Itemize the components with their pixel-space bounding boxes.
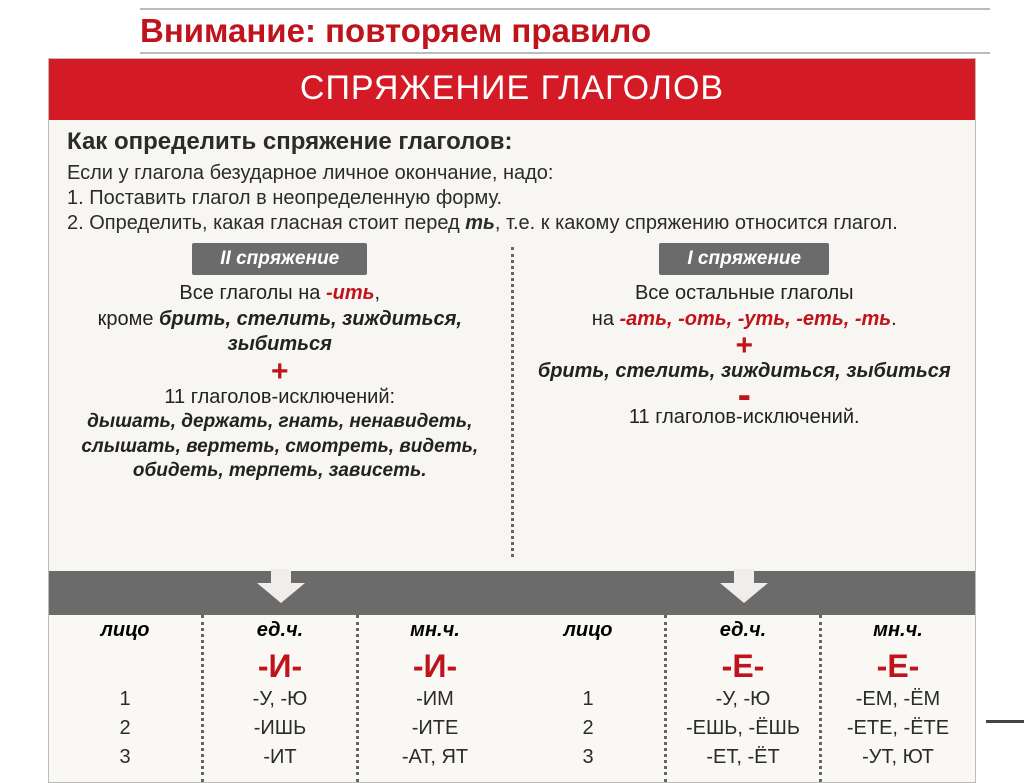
col-sg-r: ед.ч. -Е- -У, -Ю -ЕШЬ, -ЁШЬ -ЕТ, -ЁТ (667, 615, 822, 782)
row3: 3 (49, 743, 201, 772)
intro: Как определить спряжение глаголов: Если … (49, 120, 975, 243)
l-sg2: -ИШЬ (204, 714, 356, 743)
arrow-band (49, 571, 975, 615)
big-e: -Е- (667, 648, 819, 685)
right-minus: - (532, 385, 958, 405)
right-line2a: на (592, 308, 620, 330)
left-line2a: кроме (98, 308, 159, 330)
arrow-right (512, 571, 975, 615)
left-line1a: Все глаголы на (179, 282, 326, 304)
hd-sg-r: ед.ч. (667, 619, 819, 648)
right-line1: Все остальные глаголы (532, 281, 958, 307)
right-line4: 11 глаголов-исключений. (532, 405, 958, 431)
slide-title: Внимание: повторяем правило (140, 8, 990, 54)
l-pl2: -ИТЕ (359, 714, 511, 743)
right-body: Все остальные глаголы на -ать, -оть, -ут… (532, 281, 958, 430)
intro-line2: 1. Поставить глагол в неопределенную фор… (67, 187, 957, 210)
card: СПРЯЖЕНИЕ ГЛАГОЛОВ Как определить спряже… (48, 58, 976, 783)
left-title: II спряжение (192, 243, 367, 275)
r-sg1: -У, -Ю (667, 685, 819, 714)
right-line2c: . (891, 308, 897, 330)
r-pl3: -УТ, ЮТ (822, 743, 974, 772)
r-pl2: -ЕТЕ, -ЁТЕ (822, 714, 974, 743)
row3r: 3 (512, 743, 664, 772)
col-right: I спряжение Все остальные глаголы на -ат… (514, 243, 976, 557)
r-sg2: -ЕШЬ, -ЁШЬ (667, 714, 819, 743)
intro-line1: Если у глагола безударное личное окончан… (67, 162, 957, 185)
row2: 2 (49, 714, 201, 743)
right-line2b: -ать, -оть, -уть, -еть, -ть (620, 308, 892, 330)
intro-line3: 2. Определить, какая гласная стоит перед… (67, 212, 957, 235)
dash-decor (986, 720, 1024, 723)
hd-person-r: лицо (512, 619, 664, 648)
l-sg1: -У, -Ю (204, 685, 356, 714)
left-line2: кроме брить, стелить, зиждиться, зыбитьс… (67, 307, 493, 358)
big-e2: -Е- (822, 648, 974, 685)
l-sg3: -ИТ (204, 743, 356, 772)
left-line1c: , (375, 282, 381, 304)
hd-pl-r: мн.ч. (822, 619, 974, 648)
row1r: 1 (512, 685, 664, 714)
r-pl1: -ЕМ, -ЁМ (822, 685, 974, 714)
intro-line3-th: ть (465, 212, 495, 234)
table-right: лицо 1 2 3 ед.ч. -Е- -У, -Ю -ЕШЬ, -ЁШЬ -… (512, 615, 975, 782)
col-pl-r: мн.ч. -Е- -ЕМ, -ЁМ -ЕТЕ, -ЁТЕ -УТ, ЮТ (822, 615, 975, 782)
hd-person: лицо (49, 619, 201, 648)
big-i2: -И- (359, 648, 511, 685)
l-pl1: -ИМ (359, 685, 511, 714)
left-line1b: -ить (326, 282, 375, 304)
columns: II спряжение Все глаголы на -ить, кроме … (49, 243, 975, 571)
right-title: I спряжение (659, 243, 829, 275)
left-body: Все глаголы на -ить, кроме брить, стелит… (67, 281, 493, 483)
right-plus: + (532, 332, 958, 359)
left-line1: Все глаголы на -ить, (67, 281, 493, 307)
col-person: лицо 1 2 3 (49, 615, 204, 782)
col-pl: мн.ч. -И- -ИМ -ИТЕ -АТ, ЯТ (359, 615, 512, 782)
l-pl3: -АТ, ЯТ (359, 743, 511, 772)
row1: 1 (49, 685, 201, 714)
r-sg3: -ЕТ, -ЁТ (667, 743, 819, 772)
intro-line3c: , т.е. к какому спряжению относится глаг… (495, 212, 898, 234)
banner: СПРЯЖЕНИЕ ГЛАГОЛОВ (49, 59, 975, 120)
left-line2b: брить, стелить, зиждиться, зыбиться (159, 308, 462, 356)
intro-question: Как определить спряжение глаголов: (67, 128, 957, 156)
row2r: 2 (512, 714, 664, 743)
arrow-down-icon (257, 583, 305, 603)
left-exceptions: дышать, держать, гнать, ненавидеть, слыш… (67, 410, 493, 483)
col-person-r: лицо 1 2 3 (512, 615, 667, 782)
left-line3: 11 глаголов-исключений: (67, 385, 493, 411)
table-left: лицо 1 2 3 ед.ч. -И- -У, -Ю -ИШЬ -ИТ мн.… (49, 615, 512, 782)
hd-pl: мн.ч. (359, 619, 511, 648)
intro-line3a: 2. Определить, какая гласная стоит перед (67, 212, 465, 234)
col-sg: ед.ч. -И- -У, -Ю -ИШЬ -ИТ (204, 615, 359, 782)
table: лицо 1 2 3 ед.ч. -И- -У, -Ю -ИШЬ -ИТ мн.… (49, 615, 975, 782)
col-left: II спряжение Все глаголы на -ить, кроме … (49, 243, 511, 557)
arrow-down-icon (720, 583, 768, 603)
left-plus: + (67, 358, 493, 385)
big-i: -И- (204, 648, 356, 685)
hd-sg: ед.ч. (204, 619, 356, 648)
arrow-left (49, 571, 512, 615)
